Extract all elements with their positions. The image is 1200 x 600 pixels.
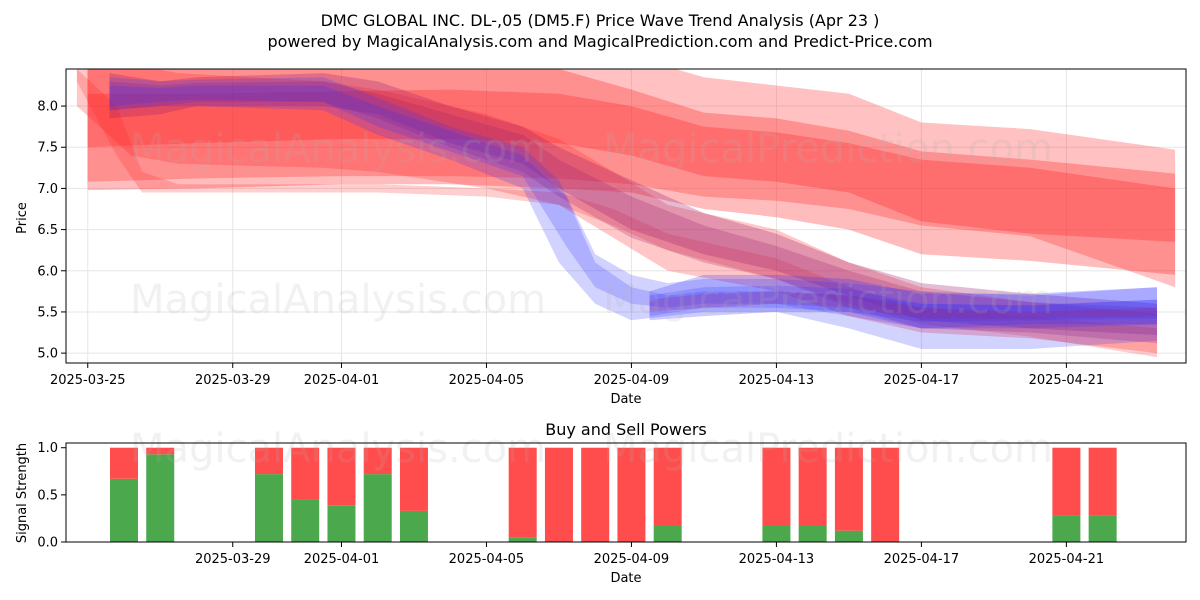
wave-band-red-steep-1 <box>76 69 1157 354</box>
chart-title: DMC GLOBAL INC. DL-,05 (DM5.F) Price Wav… <box>321 11 880 30</box>
price-x-ticks: 2025-03-25 2025-03-29 2025-04-01 2025-04-05… <box>50 363 1104 388</box>
wave-band-blue-4 <box>649 285 1157 322</box>
price-y-tick-label: 7.5 <box>37 141 58 156</box>
wave-band-red-steep-2 <box>76 69 1157 358</box>
buy-bar <box>1052 515 1081 542</box>
price-y-tick-label: 6.0 <box>37 264 58 279</box>
buy-bar <box>1088 515 1117 542</box>
price-y-tick-label: 5.5 <box>37 305 58 320</box>
sell-bar <box>363 447 392 475</box>
wave-band-blue-3 <box>649 274 1157 329</box>
power-y-ticks: 0.0 0.5 1.0 <box>37 441 66 551</box>
price-y-tick-label: 5.0 <box>37 347 58 362</box>
price-y-tick-label: 8.0 <box>37 100 58 115</box>
price-plot-frame <box>65 68 1187 364</box>
price-x-tick-label: 2025-04-01 <box>304 373 380 388</box>
buy-bar <box>762 525 791 542</box>
price-x-tick-label: 2025-04-05 <box>449 373 525 388</box>
buy-bar <box>834 530 863 542</box>
price-x-tick-label: 2025-03-29 <box>195 373 271 388</box>
price-x-tick-label: 2025-04-13 <box>739 373 815 388</box>
wave-band-red-wide-1 <box>87 69 1176 288</box>
buy-bar <box>146 454 175 542</box>
sell-bar <box>146 447 175 455</box>
sell-bar <box>508 447 537 538</box>
sell-bar <box>291 447 320 500</box>
power-x-tick-label: 2025-04-05 <box>449 552 525 567</box>
price-y-tick-label: 7.0 <box>37 182 58 197</box>
sell-bar <box>544 447 573 542</box>
power-panel: Buy and Sell Powers MagicalAnalysis.com … <box>15 420 1187 586</box>
sell-bar <box>1052 447 1081 516</box>
power-x-tick-label: 2025-04-01 <box>304 552 380 567</box>
sell-bar <box>871 447 900 542</box>
wave-band-purple-3 <box>649 291 1157 319</box>
price-y-tick-label: 6.5 <box>37 223 58 238</box>
power-x-tick-label: 2025-03-29 <box>195 552 271 567</box>
buy-bar <box>109 478 138 542</box>
buy-bar <box>327 505 356 542</box>
power-x-tick-label: 2025-04-21 <box>1029 552 1105 567</box>
power-bars <box>109 447 1117 542</box>
price-x-tick-label: 2025-04-21 <box>1029 373 1105 388</box>
price-panel: MagicalAnalysis.com MagicalPrediction.co… <box>15 68 1187 407</box>
sell-bar <box>327 447 356 506</box>
power-chart-title: Buy and Sell Powers <box>545 420 707 439</box>
price-x-tick-label: 2025-04-17 <box>884 373 960 388</box>
sell-bar <box>254 447 283 475</box>
sell-bar <box>617 447 646 542</box>
sell-bar <box>581 447 610 542</box>
wave-band-red-wide-2 <box>87 69 1176 275</box>
wave-band-purple-1 <box>109 73 1157 335</box>
watermark-analysis-top-2: MagicalAnalysis.com <box>130 277 546 323</box>
buy-bar <box>399 510 428 542</box>
sell-bar <box>109 447 138 479</box>
price-plot-background <box>66 69 1186 363</box>
price-x-tick-label: 2025-04-09 <box>594 373 670 388</box>
wave-band-red-mid-1 <box>87 89 1176 242</box>
sell-bar <box>798 447 827 526</box>
buy-bar <box>363 474 392 542</box>
watermark-prediction-top-2: MagicalPrediction.com <box>603 277 1053 323</box>
buy-bar <box>508 537 537 542</box>
sell-bar <box>762 447 791 526</box>
power-y-tick-label: 0.0 <box>37 536 58 551</box>
buy-bar <box>254 474 283 542</box>
power-x-ticks: 2025-03-29 2025-04-01 2025-04-05 2025-04-09… <box>195 542 1104 567</box>
watermark-analysis-bottom: MagicalAnalysis.com <box>130 426 546 472</box>
price-x-tick-label: 2025-03-25 <box>50 373 126 388</box>
buy-bar <box>291 499 320 542</box>
buy-bar <box>653 525 682 542</box>
power-y-label: Signal Strength <box>15 443 30 543</box>
power-y-tick-label: 0.5 <box>37 488 58 503</box>
power-x-tick-label: 2025-04-17 <box>884 552 960 567</box>
power-plot-frame <box>65 442 1187 543</box>
power-y-tick-label: 1.0 <box>37 441 58 456</box>
watermark-prediction-bottom: MagicalPrediction.com <box>603 426 1053 472</box>
price-y-label: Price <box>15 202 30 234</box>
watermark-analysis-top-1: MagicalAnalysis.com <box>130 126 546 172</box>
price-grid <box>66 69 1186 363</box>
power-x-tick-label: 2025-04-09 <box>594 552 670 567</box>
wave-band-blue-1 <box>109 77 1157 349</box>
sell-bar <box>834 447 863 531</box>
chart-subtitle: powered by MagicalAnalysis.com and Magic… <box>267 32 932 51</box>
price-wave-bands <box>76 69 1176 358</box>
power-x-label: Date <box>610 571 641 586</box>
watermark-prediction-top-1: MagicalPrediction.com <box>603 126 1053 172</box>
wave-band-purple-2 <box>109 81 1157 344</box>
sell-bar <box>653 447 682 526</box>
buy-bar <box>798 525 827 542</box>
power-x-tick-label: 2025-04-13 <box>739 552 815 567</box>
sell-bar <box>1088 447 1117 516</box>
price-x-label: Date <box>610 392 641 407</box>
sell-bar <box>399 447 428 511</box>
price-y-ticks: 5.0 5.5 6.0 6.5 7.0 7.5 8.0 <box>37 100 66 362</box>
